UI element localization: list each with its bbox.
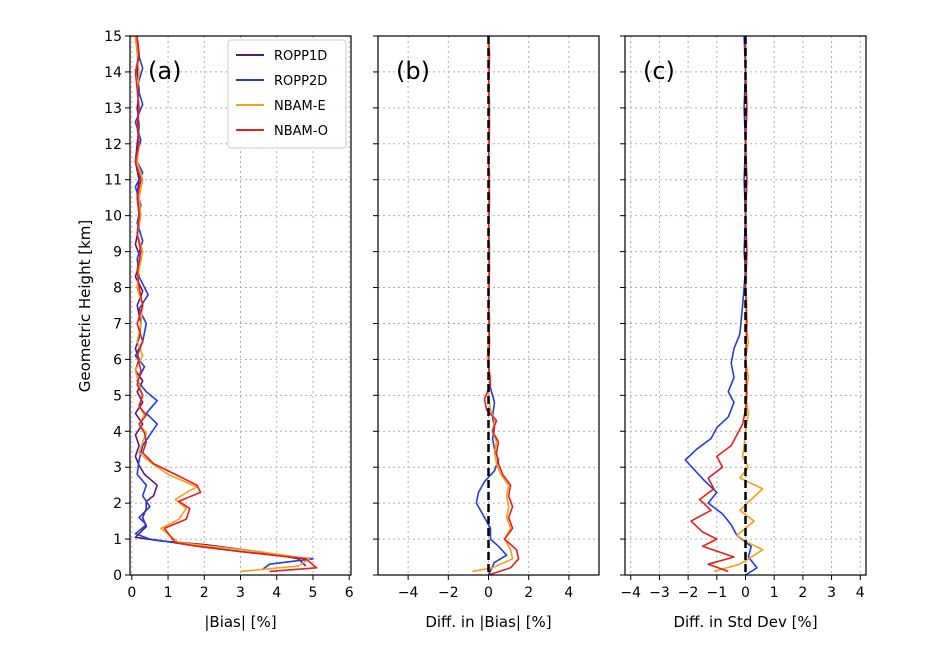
y-tick-label-15: 15	[104, 29, 122, 45]
x-tick-label-b-4: 4	[564, 585, 573, 601]
x-axis-label-b: Diff. in |Bias| [%]	[425, 613, 551, 631]
y-tick-label-4: 4	[113, 424, 122, 440]
panel-label-c: (c)	[643, 57, 675, 85]
legend-label-nbam-e: NBAM-E	[274, 99, 326, 114]
legend-label-ropp1d: ROPP1D	[274, 49, 327, 64]
series-line-b-ropp2d	[475, 36, 508, 575]
y-tick-label-14: 14	[104, 65, 122, 81]
panel-c: −4 −3 −2 −1 0 1 2 3 4 Diff. in Std Dev [%] (c)	[620, 35, 867, 631]
legend-label-nbam-o: NBAM-O	[274, 124, 328, 139]
x-tick-label-c-7: 3	[827, 585, 836, 601]
panel-label-b: (b)	[396, 57, 430, 85]
series-line-c-nbam-e	[713, 36, 764, 573]
x-tick-label-b-0: −4	[398, 585, 419, 601]
y-tick-label-1: 1	[113, 532, 122, 548]
x-tick-label-c-2: −2	[678, 585, 699, 601]
x-tick-label-a-4: 4	[272, 585, 281, 601]
y-tick-label-0: 0	[113, 568, 122, 584]
y-tick-label-11: 11	[104, 173, 122, 189]
x-tick-label-c-0: −4	[620, 585, 641, 601]
series-line-a-nbam-o	[134, 36, 318, 573]
x-tick-label-a-3: 3	[236, 585, 245, 601]
y-tick-label-9: 9	[113, 245, 122, 261]
x-axis-label-a: |Bias| [%]	[204, 613, 276, 631]
x-tick-label-c-4: 0	[741, 585, 750, 601]
y-tick-label-5: 5	[113, 388, 122, 404]
x-tick-label-b-2: 0	[484, 585, 493, 601]
x-tick-label-a-1: 1	[164, 585, 173, 601]
x-tick-label-a-5: 5	[308, 585, 317, 601]
legend: ROPP1D ROPP2D NBAM-E NBAM-O	[227, 39, 347, 149]
series-line-a-nbam-e	[134, 36, 311, 573]
x-tick-label-c-3: −1	[706, 585, 727, 601]
y-tick-label-13: 13	[104, 101, 122, 117]
x-tick-label-b-1: −2	[438, 585, 459, 601]
y-tick-label-10: 10	[104, 209, 122, 225]
y-tick-label-12: 12	[104, 137, 122, 153]
y-axis-label: Geometric Height [km]	[76, 220, 94, 392]
y-tick-label-7: 7	[113, 316, 122, 332]
y-tick-label-8: 8	[113, 281, 122, 297]
x-tick-label-a-6: 6	[345, 585, 354, 601]
x-tick-label-c-6: 2	[798, 585, 807, 601]
series-line-c-nbam-o	[690, 36, 748, 573]
legend-label-ropp2d: ROPP2D	[274, 74, 327, 89]
x-tick-label-c-1: −3	[649, 585, 670, 601]
x-tick-label-a-0: 0	[127, 585, 136, 601]
x-tick-label-b-3: 2	[524, 585, 533, 601]
panel-b: −4 −2 0 2 4 Diff. in |Bias| [%] (b)	[373, 35, 600, 631]
panel-label-a: (a)	[148, 57, 181, 85]
x-tick-label-c-8: 4	[856, 585, 865, 601]
y-tick-label-2: 2	[113, 496, 122, 512]
series-line-b-nbam-o	[483, 36, 520, 575]
y-tick-label-3: 3	[113, 460, 122, 476]
x-tick-label-c-5: 1	[770, 585, 779, 601]
y-tick-label-6: 6	[113, 352, 122, 368]
x-tick-label-a-2: 2	[200, 585, 209, 601]
legend-box	[227, 39, 347, 149]
x-axis-label-c: Diff. in Std Dev [%]	[673, 613, 817, 631]
